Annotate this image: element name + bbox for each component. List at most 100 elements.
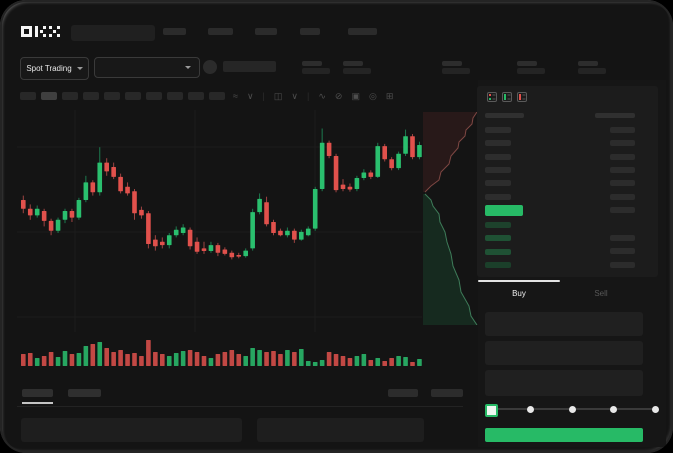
book-right-row-2 [610, 140, 635, 147]
pair-name-placeholder [223, 61, 276, 72]
book-header-right [595, 113, 635, 118]
gear-icon[interactable]: ◎ [368, 91, 377, 101]
tab-buy-label: Buy [512, 289, 526, 298]
timeframe-chip-4[interactable] [83, 92, 99, 100]
open-orders-panel [21, 418, 242, 442]
book-right-row-7 [610, 206, 635, 213]
book-right-bottom-row-1 [610, 235, 635, 241]
screenshot-icon[interactable]: ▣ [351, 91, 360, 101]
divider [17, 406, 463, 407]
slider-stop-100[interactable] [651, 405, 659, 413]
bottom-tab-2[interactable] [68, 389, 101, 397]
book-bids-icon[interactable] [502, 92, 512, 102]
order-history-panel [257, 418, 424, 442]
toolbar-divider: | [262, 91, 265, 101]
book-right-row-5 [610, 180, 635, 187]
stat-value-5 [578, 68, 606, 74]
book-right-bottom-row-3 [610, 261, 635, 268]
zigzag-icon[interactable]: ≈ [233, 91, 238, 101]
timeframe-chip-9[interactable] [188, 92, 204, 100]
ask-row-4 [485, 166, 511, 173]
bottom-tab-indicator [22, 402, 53, 404]
depth-chart[interactable] [423, 112, 478, 325]
timeframe-chip-2[interactable] [41, 92, 57, 100]
pair-icon [203, 60, 217, 74]
timeframe-chip-10[interactable] [209, 92, 225, 100]
book-asks-icon[interactable] [517, 92, 527, 102]
ask-row-5 [485, 180, 511, 187]
chevron-down-icon[interactable]: ∨ [291, 91, 298, 101]
nav-item-5[interactable] [348, 28, 377, 35]
book-right-row-6 [610, 193, 635, 200]
ask-row-3 [485, 153, 511, 160]
chevron-down-icon[interactable]: ∨ [246, 91, 254, 101]
ask-row-6 [485, 193, 511, 200]
slider-handle[interactable] [485, 404, 498, 417]
ruler-icon[interactable]: ⊘ [334, 91, 343, 101]
book-right-row-1 [610, 127, 635, 133]
stat-label-4 [517, 61, 537, 66]
stat-value-1 [302, 68, 330, 74]
bottom-tab-1[interactable] [22, 389, 53, 397]
bottom-action-1[interactable] [388, 389, 418, 397]
stat-value-2 [343, 68, 371, 74]
book-right-row-4 [610, 166, 635, 173]
bid-row-2 [485, 235, 511, 242]
ask-row-2 [485, 140, 511, 147]
market-type-label: Spot Trading [26, 64, 72, 73]
stat-value-3 [442, 68, 470, 74]
timeframe-chip-6[interactable] [125, 92, 141, 100]
toolbar-divider: | [307, 91, 310, 101]
timeframe-chip-8[interactable] [167, 92, 183, 100]
nav-item-3[interactable] [255, 28, 277, 35]
nav-item-2[interactable] [208, 28, 233, 35]
candles-icon[interactable]: ◫ [273, 91, 283, 101]
timeframe-chip-3[interactable] [62, 92, 78, 100]
ask-row-1 [485, 127, 511, 133]
volume-chart[interactable] [17, 336, 422, 366]
timeframe-chip-5[interactable] [104, 92, 120, 100]
bottom-action-2[interactable] [431, 389, 463, 397]
price-input[interactable] [485, 312, 643, 336]
tab-sell-label: Sell [594, 289, 608, 298]
slider-stop-75[interactable] [610, 405, 617, 413]
nav-item-1[interactable] [163, 28, 186, 35]
pair-selector-dropdown[interactable] [94, 57, 200, 78]
book-combined-icon[interactable] [487, 92, 497, 102]
slider-stop-50[interactable] [568, 405, 576, 413]
chart-tools: ≈ ∨ | ◫ ∨ | ∿ ⊘ ▣ ◎ ⊞ [233, 91, 393, 101]
last-price-bar [485, 205, 523, 216]
search-input[interactable] [71, 25, 155, 41]
buy-submit-button[interactable] [485, 428, 643, 442]
candlestick-chart[interactable] [17, 110, 422, 332]
chevron-down-icon [76, 67, 83, 70]
bid-row-3 [485, 248, 511, 255]
stat-label-2 [343, 61, 363, 66]
nav-item-4[interactable] [300, 28, 320, 35]
timeframe-chip-7[interactable] [146, 92, 162, 100]
expand-icon[interactable]: ⊞ [385, 91, 394, 101]
stat-label-1 [302, 61, 322, 66]
book-right-row-3 [610, 153, 635, 160]
bid-row-1 [485, 222, 511, 228]
stat-label-5 [578, 61, 598, 66]
tab-sell[interactable]: Sell [561, 289, 641, 298]
market-type-dropdown[interactable]: Spot Trading [20, 57, 89, 80]
stat-label-3 [442, 61, 462, 66]
chevron-down-icon [185, 66, 191, 69]
stat-value-4 [517, 68, 545, 74]
slider-stop-25[interactable] [527, 405, 534, 413]
okx-logo [21, 26, 60, 37]
timeframe-chip-1[interactable] [20, 92, 36, 100]
amount-input[interactable] [485, 341, 643, 365]
order-book-view-switch [487, 92, 527, 102]
amount-slider[interactable] [485, 400, 659, 418]
total-input[interactable] [485, 370, 643, 396]
active-tab-indicator [478, 280, 560, 282]
bid-row-4 [485, 261, 511, 268]
book-right-bottom-row-2 [610, 248, 635, 255]
wave-icon[interactable]: ∿ [318, 91, 326, 101]
tab-buy[interactable]: Buy [479, 289, 559, 298]
